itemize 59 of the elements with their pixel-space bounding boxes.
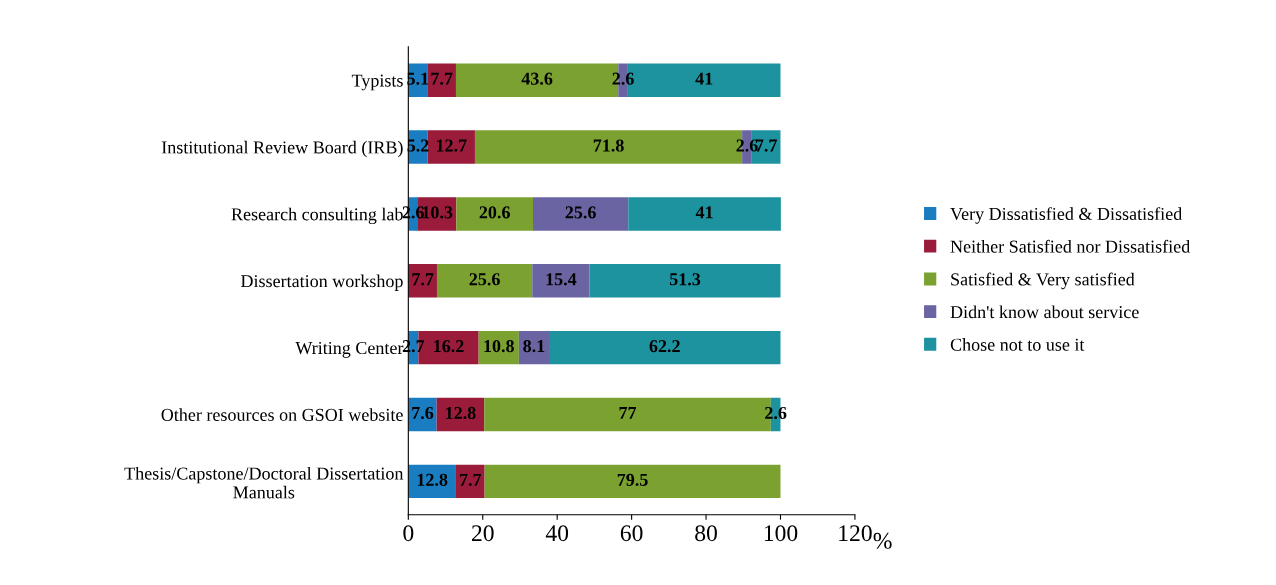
bar [436, 264, 533, 298]
x-tick-label: 60 [620, 525, 643, 542]
bar [628, 197, 781, 231]
data-label: 7.7 [460, 473, 482, 486]
data-label: 7.6 [412, 406, 434, 420]
data-label: 8.1 [523, 339, 545, 353]
data-label: 2.6 [765, 406, 787, 420]
data-label: 7.7 [431, 72, 453, 85]
data-label: 71.8 [593, 139, 624, 152]
data-label: 10.3 [422, 206, 453, 219]
data-label: 77 [619, 407, 637, 419]
x-tick-label: 100 [764, 525, 798, 542]
y-tick-label: Thesis/Capstone/Doctoral Dissertation Manuals [124, 466, 404, 499]
data-label: 41 [695, 72, 713, 85]
data-label: 62.2 [649, 340, 680, 353]
y-tick-label: Writing Center [295, 341, 404, 358]
bar [408, 264, 437, 298]
bar [456, 197, 533, 231]
x-tick-label: 20 [471, 525, 494, 542]
legend-label: Didn't know about service [950, 305, 1139, 319]
bar [532, 264, 590, 298]
legend-label: Neither Satisfied nor Dissatisfied [950, 239, 1191, 253]
x-axis-title: % [873, 532, 892, 549]
legend-label: Satisfied & Very satisfied [951, 272, 1135, 290]
data-label: 43.6 [521, 72, 553, 85]
data-label: 7.7 [755, 139, 777, 152]
x-tick-label: 120 [839, 525, 872, 542]
bar [427, 130, 475, 164]
data-label: 7.7 [412, 273, 434, 286]
y-tick-label: Dissertation workshop [240, 274, 403, 291]
data-label: 16.2 [434, 340, 464, 353]
bar [589, 264, 781, 298]
x-tick-label: 0 [403, 525, 414, 542]
data-label: 12.8 [417, 473, 448, 486]
legend-label: Chose not to use it [950, 338, 1085, 351]
bar [549, 330, 781, 365]
y-tick-label: Typists [351, 74, 403, 91]
y-tick-label: Other resources on GSOI website [161, 408, 403, 421]
data-label: 12.7 [436, 139, 467, 152]
data-label: 25.6 [565, 206, 596, 219]
y-tick-label: Research consulting lab [231, 207, 403, 225]
data-label: 25.6 [469, 273, 500, 286]
data-label: 2.7 [402, 340, 425, 353]
bar [484, 464, 781, 499]
bar [427, 63, 456, 97]
bar [533, 197, 629, 231]
data-label: 20.6 [479, 206, 510, 219]
data-label: 10.8 [484, 339, 514, 353]
data-label: 2.6 [402, 206, 424, 219]
y-tick-label: Institutional Review Board (IRB) [161, 140, 403, 158]
bar [455, 464, 485, 499]
data-label: 15.4 [546, 273, 577, 286]
x-tick-label: 40 [545, 525, 569, 542]
data-label: 12.8 [446, 406, 476, 420]
x-tick-label: 80 [695, 525, 717, 542]
data-label: 41 [695, 206, 713, 219]
legend-label: Very Dissatisfied & Dissatisfied [950, 207, 1182, 224]
data-label: 79.5 [617, 473, 648, 486]
data-label: 51.3 [669, 273, 701, 286]
